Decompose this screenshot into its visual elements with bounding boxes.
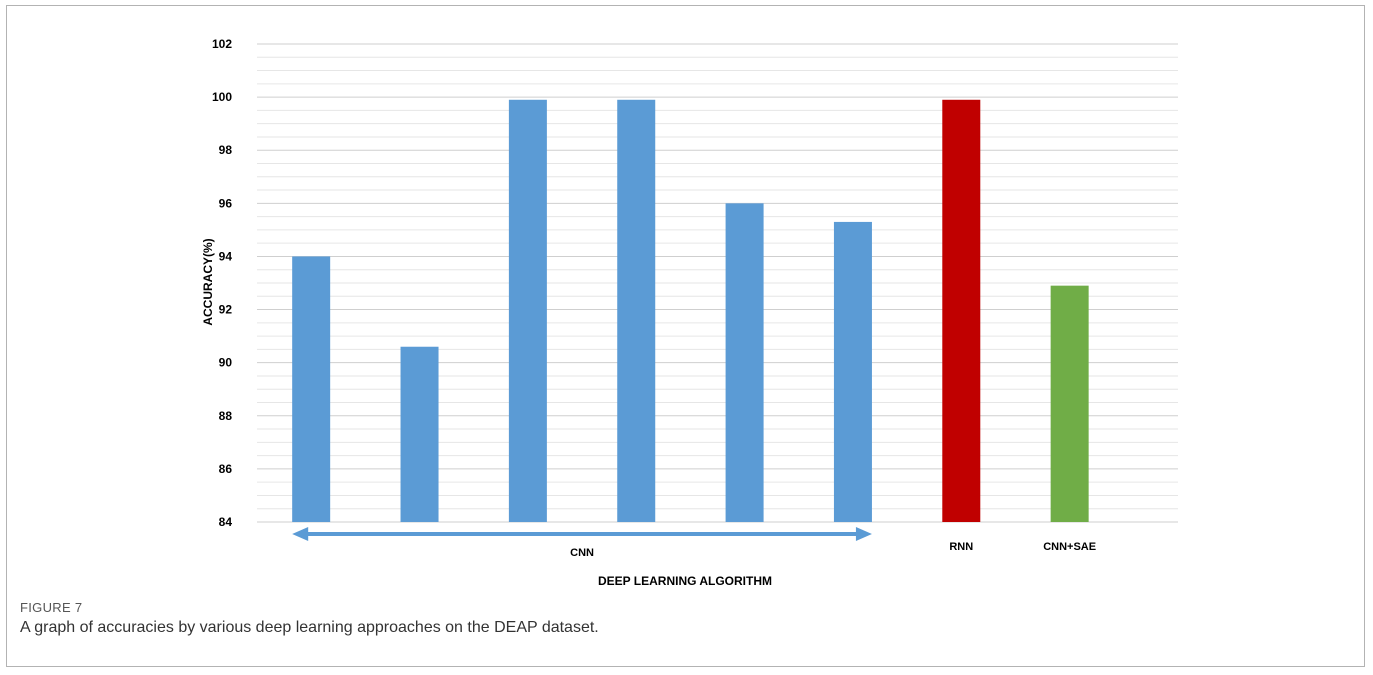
bar-cnn — [508, 99, 547, 523]
y-tick-label: 98 — [219, 143, 233, 157]
bar-cnn — [725, 203, 764, 523]
bar-rnn — [942, 99, 981, 523]
bar-chart: 84 86 88 90 92 94 96 98 100 102 CNN RNN CNN+SAE ACC… — [201, 37, 1178, 588]
figure-frame — [6, 5, 1365, 667]
y-tick-label: 94 — [219, 249, 233, 263]
bars — [292, 99, 1089, 523]
y-tick-label: 100 — [212, 90, 232, 104]
bar-cnn — [400, 346, 439, 522]
group-label: RNN — [949, 541, 973, 553]
y-axis-ticks: 84 86 88 90 92 94 96 98 100 102 — [212, 37, 232, 529]
gridlines — [257, 43, 1178, 523]
bar-cnn — [292, 256, 331, 522]
figure-label: FIGURE 7 — [20, 600, 83, 615]
figure-caption: A graph of accuracies by various deep le… — [20, 619, 599, 636]
y-tick-label: 90 — [219, 356, 233, 370]
x-axis-label: DEEP LEARNING ALGORITHM — [598, 574, 772, 588]
y-tick-label: 84 — [219, 515, 233, 529]
bar-cnn-sae — [1050, 285, 1089, 522]
y-tick-label: 86 — [219, 462, 233, 476]
group-label: CNN+SAE — [1043, 541, 1096, 553]
arrow-head-left — [292, 527, 309, 541]
y-tick-label: 88 — [219, 409, 233, 423]
group-labels: CNN RNN CNN+SAE — [570, 541, 1096, 559]
bar-cnn — [617, 99, 656, 523]
y-axis-label: ACCURACY(%) — [201, 238, 215, 325]
y-tick-label: 102 — [212, 37, 232, 51]
group-label: CNN — [570, 547, 594, 559]
arrow-head-right — [855, 527, 872, 541]
bar-cnn — [833, 221, 872, 522]
y-tick-label: 96 — [219, 196, 233, 210]
annotations — [292, 527, 872, 541]
y-tick-label: 92 — [219, 303, 233, 317]
